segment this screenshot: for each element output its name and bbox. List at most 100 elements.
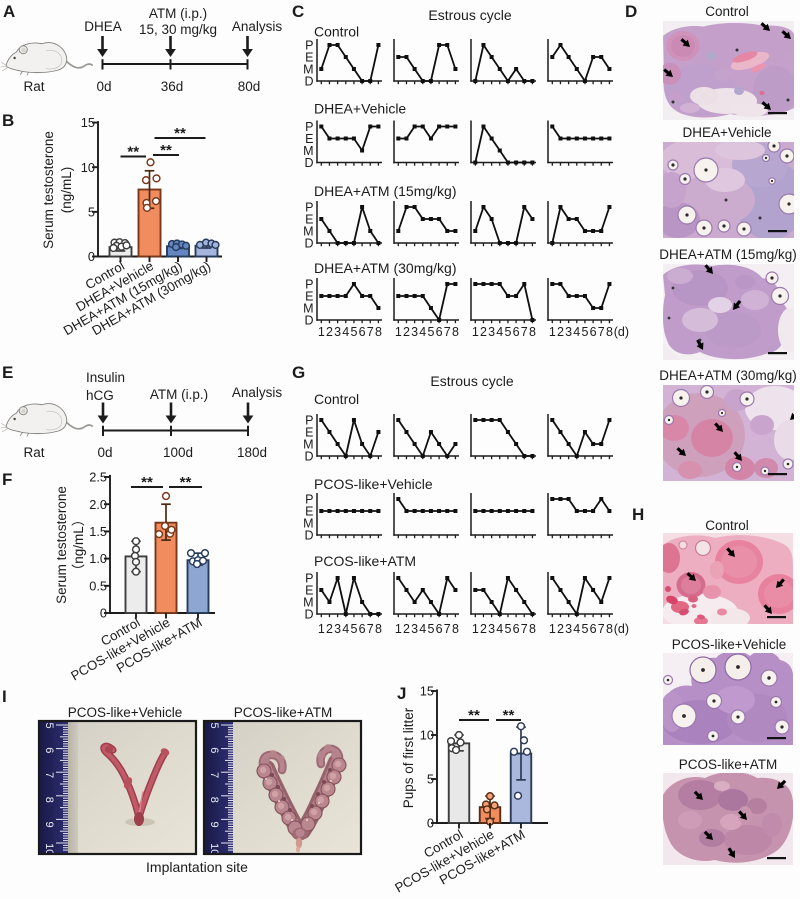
svg-text:5: 5 (350, 325, 357, 339)
svg-text:D: D (304, 607, 313, 621)
svg-text:180d: 180d (237, 445, 267, 460)
svg-text:8: 8 (43, 797, 55, 803)
svg-text:2: 2 (326, 325, 333, 339)
svg-text:6: 6 (208, 747, 220, 753)
svg-text:J: J (397, 684, 406, 703)
svg-text:M: M (303, 595, 313, 609)
svg-text:D: D (304, 313, 313, 327)
svg-text:15: 15 (420, 684, 434, 699)
svg-text:36d: 36d (161, 79, 184, 94)
svg-text:3: 3 (411, 325, 418, 339)
svg-text:8: 8 (208, 797, 220, 803)
svg-text:M: M (303, 224, 313, 238)
svg-text:80d: 80d (238, 79, 261, 94)
svg-text:E: E (305, 50, 313, 64)
svg-text:0: 0 (427, 816, 434, 831)
svg-text:1: 1 (318, 622, 325, 636)
svg-text:5: 5 (208, 722, 220, 728)
svg-text:PCOS-like+Vehicle: PCOS-like+Vehicle (314, 476, 433, 492)
svg-text:4: 4 (573, 325, 580, 339)
svg-text:E: E (305, 504, 313, 518)
svg-text:PCOS-like+ATM: PCOS-like+ATM (234, 705, 332, 720)
svg-text:5: 5 (350, 622, 357, 636)
svg-text:PCOS-like+Vehicle: PCOS-like+Vehicle (68, 705, 182, 720)
svg-text:Control: Control (705, 518, 749, 533)
svg-text:5: 5 (427, 622, 434, 636)
svg-text:6: 6 (513, 622, 520, 636)
svg-text:D: D (304, 528, 313, 542)
svg-text:9: 9 (208, 821, 220, 827)
svg-text:M: M (303, 437, 313, 451)
svg-text:P: P (305, 413, 313, 427)
svg-text:2: 2 (480, 325, 487, 339)
svg-text:(ng/mL): (ng/mL) (59, 167, 74, 214)
svg-text:B: B (2, 111, 14, 130)
svg-text:7: 7 (367, 325, 374, 339)
svg-text:1: 1 (472, 622, 479, 636)
svg-text:5: 5 (581, 325, 588, 339)
svg-text:3: 3 (565, 325, 572, 339)
svg-text:D: D (304, 236, 313, 250)
svg-text:DHEA+ATM (30mg/kg): DHEA+ATM (30mg/kg) (314, 260, 457, 276)
svg-text:2: 2 (326, 622, 333, 636)
svg-text:8: 8 (375, 622, 382, 636)
svg-text:8: 8 (529, 622, 536, 636)
svg-text:8: 8 (452, 622, 459, 636)
svg-text:10: 10 (81, 160, 95, 175)
svg-text:4: 4 (573, 622, 580, 636)
svg-text:DHEA+ATM (15mg/kg): DHEA+ATM (15mg/kg) (659, 247, 796, 262)
svg-text:D: D (304, 74, 313, 88)
svg-text:Insulin: Insulin (86, 370, 125, 385)
svg-text:E: E (305, 132, 313, 146)
svg-text:0.5: 0.5 (89, 578, 107, 593)
svg-text:F: F (2, 470, 12, 489)
svg-text:0d: 0d (96, 79, 111, 94)
svg-text:**: ** (468, 707, 480, 724)
svg-text:**: ** (174, 125, 186, 142)
svg-text:2.0: 2.0 (89, 497, 107, 512)
svg-text:5: 5 (504, 622, 511, 636)
svg-text:I: I (2, 687, 7, 706)
svg-text:**: ** (503, 707, 515, 724)
svg-text:Control: Control (314, 391, 359, 407)
svg-text:P: P (305, 200, 313, 214)
svg-text:4: 4 (419, 622, 426, 636)
svg-text:0: 0 (100, 606, 107, 621)
svg-text:5: 5 (88, 204, 95, 219)
svg-text:PCOS-like+ATM: PCOS-like+ATM (314, 553, 416, 569)
svg-text:Analysis: Analysis (232, 19, 283, 34)
svg-text:8: 8 (529, 325, 536, 339)
svg-text:5: 5 (427, 325, 434, 339)
svg-text:Serum testosterone: Serum testosterone (54, 486, 69, 604)
svg-text:C: C (292, 2, 304, 21)
svg-text:**: ** (141, 474, 153, 491)
svg-text:7: 7 (43, 772, 55, 778)
svg-text:6: 6 (590, 325, 597, 339)
svg-text:Control: Control (705, 4, 749, 19)
svg-text:10: 10 (43, 843, 55, 855)
svg-text:Rat: Rat (23, 445, 44, 460)
svg-text:1: 1 (472, 325, 479, 339)
svg-text:10: 10 (208, 843, 220, 855)
svg-text:6: 6 (436, 325, 443, 339)
svg-text:6: 6 (436, 622, 443, 636)
svg-text:7: 7 (367, 622, 374, 636)
svg-text:3: 3 (334, 622, 341, 636)
svg-text:**: ** (180, 474, 192, 491)
svg-text:D: D (304, 449, 313, 463)
svg-text:E: E (305, 425, 313, 439)
svg-text:1.5: 1.5 (89, 524, 107, 539)
svg-text:E: E (305, 583, 313, 597)
svg-text:**: ** (127, 144, 139, 161)
svg-text:5: 5 (504, 325, 511, 339)
svg-text:Implantation site: Implantation site (146, 859, 248, 875)
svg-text:6: 6 (359, 622, 366, 636)
svg-text:Estrous cycle: Estrous cycle (428, 7, 511, 23)
svg-text:2: 2 (557, 325, 564, 339)
svg-text:0: 0 (88, 249, 95, 264)
svg-text:6: 6 (359, 325, 366, 339)
svg-text:4: 4 (342, 325, 349, 339)
svg-text:E: E (2, 363, 13, 382)
svg-text:P: P (305, 492, 313, 506)
svg-text:PCOS-like+ATM: PCOS-like+ATM (679, 757, 777, 772)
